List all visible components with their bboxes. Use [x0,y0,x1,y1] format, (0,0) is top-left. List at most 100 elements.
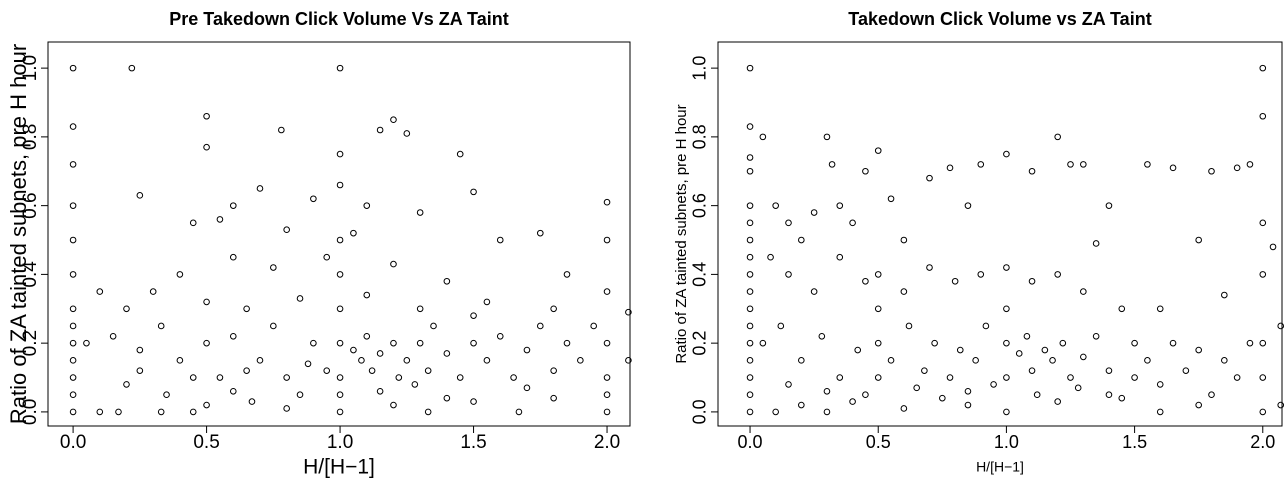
point [243,367,250,374]
point [278,126,285,134]
point [283,405,290,412]
point [189,408,197,416]
point [759,133,767,141]
point [746,374,754,381]
point [810,209,818,216]
point [946,164,954,172]
point [1277,322,1285,330]
point [390,116,397,123]
point [550,367,557,374]
point [416,305,424,313]
y-axis-title: Ratio of ZA tainted subnets, pre H hour [6,44,31,424]
point [270,264,277,271]
point [603,198,611,206]
point [176,357,184,364]
point [1182,367,1190,374]
point [363,202,371,209]
point [1003,339,1010,347]
point [746,253,754,261]
point [603,408,611,416]
point [304,360,312,368]
point [874,147,882,154]
point [836,202,844,209]
point [189,219,197,227]
point [798,357,805,364]
point [1131,374,1138,381]
point [229,253,237,261]
point [759,339,767,347]
point [1156,305,1164,313]
y-tick-label: 0.4 [20,261,41,288]
x-tick-label: 0.0 [60,432,86,453]
point [69,391,77,399]
point [828,161,836,168]
point [746,357,754,364]
y-tick-label: 0.0 [690,399,710,424]
point [1118,394,1126,402]
point [1074,384,1082,392]
point [746,167,754,175]
point [176,271,184,278]
point [229,332,237,340]
point [1259,112,1267,120]
point [243,305,250,313]
point [772,202,779,209]
point [854,346,862,354]
point [350,229,357,237]
point [515,408,523,416]
point [1105,367,1113,374]
point [283,374,290,381]
point [1080,161,1087,168]
point [390,339,397,347]
point [939,394,946,402]
point [336,64,344,72]
point [603,374,611,381]
point [1092,332,1100,340]
point [931,339,938,347]
point [96,408,104,416]
point [310,339,317,347]
point [603,339,611,347]
point [376,387,384,395]
point [403,357,411,364]
point [483,357,491,364]
point [905,322,913,330]
point [136,192,144,199]
point [1059,339,1067,347]
point [1208,167,1215,175]
point [746,154,754,161]
x-tick-label: 2.0 [594,432,620,453]
point [336,391,344,399]
point [921,367,928,374]
point [323,367,331,374]
point [229,202,237,209]
point [818,332,826,340]
point [1118,305,1126,313]
point [982,322,990,330]
point [1033,391,1041,399]
y-tick-label: 0.2 [690,331,710,356]
point [746,305,754,313]
point [69,202,77,209]
point [456,374,464,381]
point [785,381,792,388]
y-tick-label: 0.8 [20,124,41,150]
y-tick-label: 0.6 [690,193,710,218]
y-tick-label: 0.4 [690,262,710,287]
point [483,298,491,306]
point [746,64,754,72]
point [836,374,844,381]
x-tick-label: 1.0 [327,432,353,453]
point [926,174,933,182]
point [1080,288,1087,295]
point [128,64,136,72]
point [1003,408,1010,416]
point [456,150,464,158]
point [874,271,882,278]
point [1028,277,1036,285]
x-tick-label: 1.5 [1122,432,1147,452]
point [990,381,997,388]
point [1259,408,1267,416]
point [510,374,517,381]
